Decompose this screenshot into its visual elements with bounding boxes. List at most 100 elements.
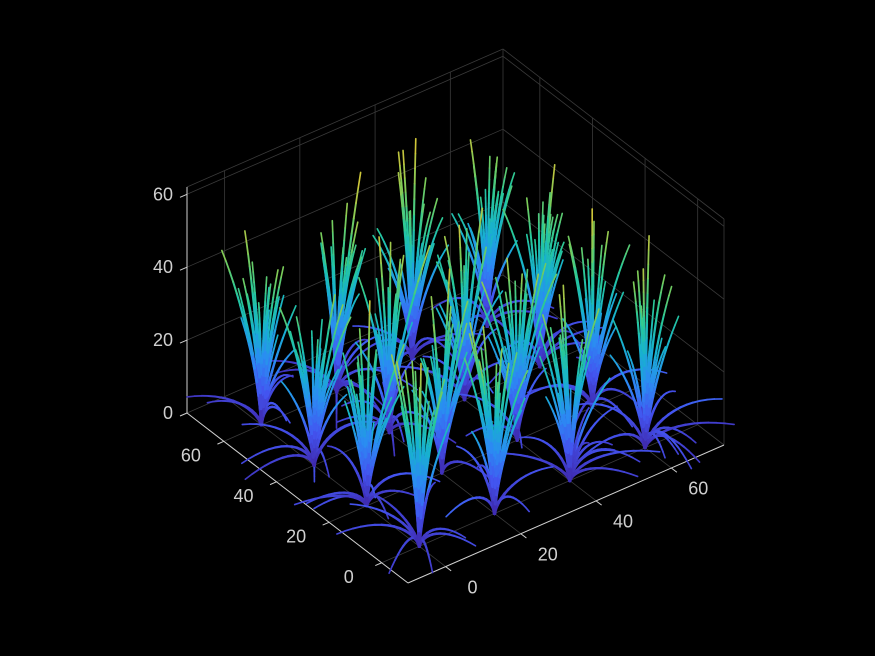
blade-segment xyxy=(690,437,697,444)
blade-segment xyxy=(638,394,643,406)
blade-segment xyxy=(650,381,654,392)
blade-segment xyxy=(383,353,387,368)
blade-segment xyxy=(375,329,379,338)
blade-segment xyxy=(543,309,548,321)
blade-segment xyxy=(660,446,664,453)
blade-segment xyxy=(252,303,257,320)
blade-segment xyxy=(400,349,405,359)
blade-segment xyxy=(257,360,261,379)
blade-segment xyxy=(413,280,420,295)
blade-segment xyxy=(580,422,587,433)
blade-segment xyxy=(456,350,461,362)
blade-segment xyxy=(283,414,288,422)
blade-segment xyxy=(265,337,269,352)
blade-segment xyxy=(422,264,428,277)
blade-segment xyxy=(424,244,431,259)
blade-segment xyxy=(393,379,398,391)
blade-segment xyxy=(507,249,513,257)
blade-segment xyxy=(529,304,534,317)
blade-segment xyxy=(550,249,554,257)
blade-segment xyxy=(346,316,352,326)
blade-segment xyxy=(329,357,335,370)
blade-segment xyxy=(384,329,388,347)
blade-segment xyxy=(445,245,450,258)
blade-segment xyxy=(434,385,438,396)
blade-segment xyxy=(604,318,609,329)
blade-segment xyxy=(435,223,441,233)
blade-segment xyxy=(268,346,273,358)
blade-segment xyxy=(430,238,435,249)
blade-segment xyxy=(596,334,600,344)
blade-segment xyxy=(467,359,473,372)
blade-segment xyxy=(244,329,248,339)
blade-segment xyxy=(327,285,331,296)
blade-segment xyxy=(679,403,688,409)
blade-segment xyxy=(494,276,499,288)
blade-segment xyxy=(404,190,408,208)
blade-segment xyxy=(403,318,409,334)
blade-segment xyxy=(266,378,271,391)
blade-segment xyxy=(554,213,559,223)
blade-segment xyxy=(397,151,401,167)
grass-blade xyxy=(612,319,647,450)
blade-segment xyxy=(515,244,522,257)
blade-segment xyxy=(684,422,695,426)
blade-segment xyxy=(273,277,278,289)
blade-segment xyxy=(319,399,325,414)
blade-segment xyxy=(554,263,559,273)
blade-segment xyxy=(656,367,662,379)
blade-segment xyxy=(256,345,260,364)
blade-segment xyxy=(344,214,348,229)
blade-segment xyxy=(452,286,457,300)
blade-segment xyxy=(546,268,550,278)
blade-segment xyxy=(403,229,407,245)
blade-segment xyxy=(575,437,581,449)
blade-segment xyxy=(527,208,531,222)
blade-segment xyxy=(688,450,696,458)
blade-segment xyxy=(602,337,608,348)
blade-segment xyxy=(400,429,404,437)
blade-segment xyxy=(588,345,592,356)
blade-segment xyxy=(353,276,359,289)
blade-segment xyxy=(547,281,554,292)
blade-segment xyxy=(408,366,419,370)
blade-segment xyxy=(510,244,515,252)
blade-segment xyxy=(547,400,552,407)
blade-segment xyxy=(449,292,453,301)
blade-segment xyxy=(320,232,324,244)
grass-blades xyxy=(186,137,735,575)
blade-segment xyxy=(649,450,661,453)
blade-segment xyxy=(665,294,670,306)
blade-segment xyxy=(266,326,271,341)
blade-segment xyxy=(659,337,663,347)
blade-segment xyxy=(338,365,343,373)
blade-segment xyxy=(691,421,702,425)
blade-segment xyxy=(374,313,378,321)
blade-segment xyxy=(492,226,496,238)
blade-segment xyxy=(567,235,572,248)
blade-segment xyxy=(288,312,294,323)
blade-segment xyxy=(685,401,695,406)
blade-segment xyxy=(511,352,515,366)
blade-segment xyxy=(420,279,425,290)
blade-segment xyxy=(639,415,645,429)
blade-segment xyxy=(601,287,605,297)
blade-segment xyxy=(490,244,494,257)
blade-segment xyxy=(380,262,383,278)
blade-segment xyxy=(479,230,484,244)
blade-segment xyxy=(574,384,578,397)
blade-segment xyxy=(616,298,622,309)
blade-segment xyxy=(559,345,563,356)
blade-segment xyxy=(579,383,584,394)
blade-segment xyxy=(445,404,450,415)
blade-segment xyxy=(454,339,459,353)
blade-segment xyxy=(406,234,410,252)
blade-segment xyxy=(576,287,582,301)
blade-segment xyxy=(395,292,399,307)
blade-segment xyxy=(493,218,497,229)
blade-segment xyxy=(271,321,276,333)
blade-segment xyxy=(488,277,493,292)
blade-segment xyxy=(512,453,522,457)
blade-segment xyxy=(542,262,547,275)
blade-segment xyxy=(481,304,487,315)
